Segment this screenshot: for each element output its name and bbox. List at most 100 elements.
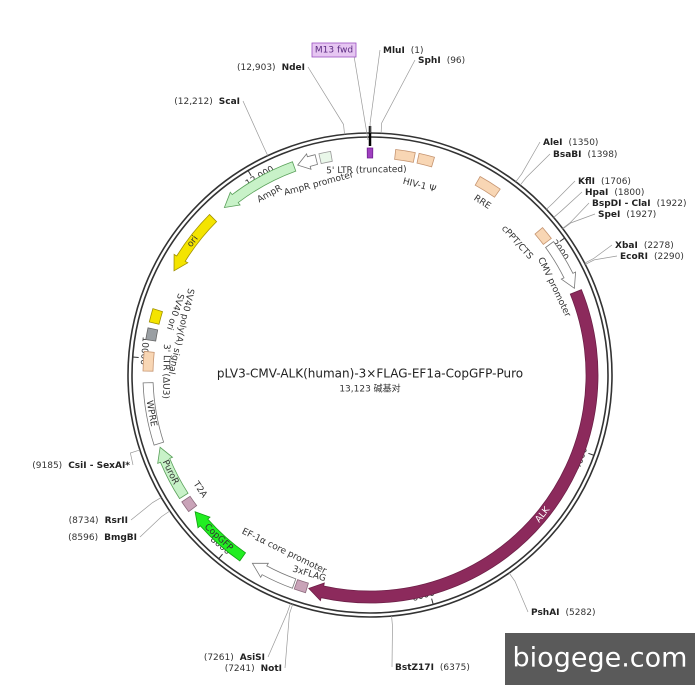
feature [394,149,416,163]
site-label: EcoRI (2290) [620,252,684,262]
feature [142,382,165,446]
site-leader [369,49,381,134]
scale-tick [559,237,565,242]
site-label: SphI (96) [418,56,465,66]
site-leader [585,255,618,265]
feature-label: AmpR promoter [283,170,355,198]
feature [293,579,309,594]
site-position: (1800) [614,188,644,198]
site-leader [307,66,345,135]
site-position: (7261) [204,653,234,663]
feature-label: RRE [472,194,493,212]
site-position: (1398) [588,150,618,160]
site-leader [562,202,590,229]
site-name: AsiSI [240,653,265,663]
site-name: NdeI [282,63,305,73]
site-leader [546,180,576,210]
site-position: (96) [447,56,465,66]
feature [474,175,501,198]
site-position: (1927) [626,210,656,220]
watermark-box [505,633,695,685]
feature [223,161,297,209]
scale-tick [218,553,223,560]
feature [534,227,552,245]
feature [145,327,159,342]
feature [318,150,333,165]
site-label: (9185) CsiI - SexAI* [32,461,130,471]
site-leader [267,603,291,658]
feature [545,241,577,290]
site-position: (1706) [601,177,631,187]
scale-tick [588,452,595,456]
site-leader [508,572,529,613]
site-name: BmgBI [104,533,137,543]
site-name: EcoRI [620,252,648,262]
site-position: (6375) [440,663,470,673]
site-leader [519,153,551,186]
site-name: HpaI [585,188,608,198]
feature-label: T2A [190,479,209,501]
site-label: AleI (1350) [543,138,598,148]
map-length: 13,123 碱基对 [339,383,400,395]
site-leader [515,141,541,183]
feature [251,562,297,589]
site-leader [130,497,162,521]
site-leader [284,604,293,669]
site-position: (9185) [32,461,62,471]
site-name: BspDI - ClaI [592,199,651,209]
site-position: (7241) [225,664,255,674]
site-position: (8596) [68,533,98,543]
feature-label: 5' LTR (truncated) [326,165,407,176]
feature [173,213,218,272]
site-leader [553,191,583,218]
site-name: BstZ17I [395,663,434,673]
site-position: (5282) [566,608,596,618]
site-label: (8596) BmgBI [68,533,137,543]
watermark: biogege.com [513,643,688,674]
site-name: MluI [383,46,405,56]
site-name: SphI [418,56,441,66]
site-name: PshAI [531,608,560,618]
feature-label: EF-1α core promoter [240,527,328,577]
site-label: KflI (1706) [578,177,631,187]
site-label: (7261) AsiSI [204,653,265,663]
feature [148,308,163,325]
site-label: XbaI (2278) [615,241,674,251]
site-label: (8734) RsrII [69,516,128,526]
map-title: pLV3-CMV-ALK(human)-3×FLAG-EF1a-CopGFP-P… [217,367,523,381]
feature [181,495,198,513]
feature-label: cPPT/CTS [499,224,535,262]
site-position: (2278) [644,241,674,251]
site-label: BspDI - ClaI (1922) [592,199,687,209]
site-leader [584,244,613,264]
site-leader [129,449,140,466]
site-name: RsrII [105,516,128,526]
site-leader [242,100,269,156]
feature [157,446,189,500]
site-position: (8734) [69,516,99,526]
site-label: SpeI (1927) [598,210,656,220]
site-leader [139,510,171,538]
site-position: (1922) [657,199,687,209]
feature-leader [353,55,369,141]
site-label: (12,903) NdeI [237,63,305,73]
site-leader [391,616,393,668]
feature [297,153,318,170]
site-name: CsiI - SexAI* [68,461,130,471]
scale-tick [247,170,252,176]
feature [308,289,599,604]
site-label: (7241) NotI [225,664,282,674]
site-name: BsaBI [553,150,582,160]
site-position: (12,903) [237,63,276,73]
feature-label: 3' LTR (ΔU3) [160,344,171,399]
feature-label: PuroR [160,459,180,487]
site-name: XbaI [615,241,638,251]
feature [416,152,435,168]
site-name: ScaI [219,97,240,107]
site-position: (2290) [654,252,684,262]
site-leader [562,213,596,230]
feature-label: M13 fwd [315,46,353,56]
site-label: HpaI (1800) [585,188,644,198]
site-label: BsaBI (1398) [553,150,617,160]
